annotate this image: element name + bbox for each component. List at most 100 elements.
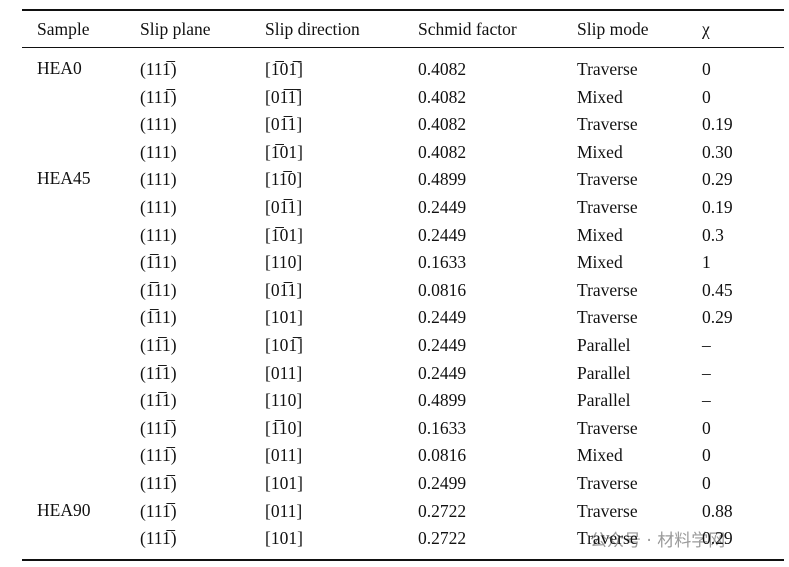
cell: (111̅) <box>140 473 177 493</box>
cell: 0.29 <box>702 307 733 328</box>
cell: Traverse <box>577 169 638 190</box>
cell: (111̅) <box>140 500 177 521</box>
cell: Traverse <box>577 197 638 217</box>
cell: Parallel <box>577 390 631 411</box>
cell: [1̅01] <box>265 141 303 162</box>
cell: 0.30 <box>702 141 733 162</box>
cell: Traverse <box>577 114 638 135</box>
cell: (111̅) <box>140 445 177 466</box>
cell: [011] <box>265 500 303 521</box>
cell: Mixed <box>577 445 623 466</box>
cell: 1 <box>702 252 711 273</box>
cell: [101] <box>265 528 303 549</box>
cell: (1̅11) <box>140 252 177 273</box>
cell: 0.0816 <box>418 445 467 466</box>
cell: 0.1633 <box>418 252 467 273</box>
cell: [01̅1̅] <box>265 86 303 107</box>
cell: (111) <box>140 224 177 245</box>
cell: Parallel <box>577 335 631 355</box>
cell: (11̅1) <box>140 390 177 411</box>
cell: Mixed <box>577 224 623 245</box>
cell: 0.4082 <box>418 59 467 79</box>
cell: Traverse <box>577 417 638 438</box>
header-cell: Slip direction <box>265 19 360 39</box>
cell: Traverse <box>577 528 638 549</box>
header-cell: Sample <box>37 19 90 39</box>
cell: [011] <box>265 362 303 383</box>
cell: 0.1633 <box>418 417 467 438</box>
cell: 0.2449 <box>418 197 467 217</box>
cell: (11̅1) <box>140 335 177 355</box>
header-cell: Schmid factor <box>418 19 517 39</box>
cell: Traverse <box>577 500 638 521</box>
cell: 0.19 <box>702 197 733 217</box>
cell: [110] <box>265 390 303 411</box>
cell: (111̅) <box>140 528 177 549</box>
cell: [011] <box>265 445 303 466</box>
sample-cell: HEA90 <box>37 499 91 520</box>
top-rule <box>22 9 784 11</box>
cell: [01̅1] <box>265 197 303 217</box>
cell: 0.0816 <box>418 279 467 300</box>
cell: [01̅1] <box>265 279 303 300</box>
cell: 0.4082 <box>418 114 467 135</box>
cell: (111̅) <box>140 417 177 438</box>
cell: 0 <box>702 473 711 493</box>
cell: [1̅10] <box>265 417 303 438</box>
cell: Traverse <box>577 59 638 79</box>
cell: 0.2449 <box>418 362 467 383</box>
cell: Mixed <box>577 252 623 273</box>
cell: (111̅) <box>140 86 177 107</box>
cell: (111̅) <box>140 59 177 79</box>
cell: Mixed <box>577 141 623 162</box>
cell: (111) <box>140 197 177 217</box>
cell: Parallel <box>577 362 631 383</box>
cell: (1̅11) <box>140 279 177 300</box>
header-rule <box>22 47 784 48</box>
cell: – <box>702 362 711 383</box>
cell: (1̅11) <box>140 307 177 328</box>
cell: [1̅01] <box>265 224 303 245</box>
sample-cell: HEA0 <box>37 58 82 78</box>
cell: Mixed <box>577 86 623 107</box>
cell: 0.4899 <box>418 169 467 190</box>
cell: [01̅1] <box>265 114 303 135</box>
cell: 0.88 <box>702 500 733 521</box>
cell: 0.2499 <box>418 473 467 493</box>
cell: 0.4082 <box>418 141 467 162</box>
sample-cell: HEA45 <box>37 168 91 189</box>
cell: 0 <box>702 445 711 466</box>
cell: [101̅] <box>265 335 303 355</box>
cell: 0 <box>702 86 711 107</box>
cell: 0.45 <box>702 279 733 300</box>
watermark: 公众号 · 材料学网 <box>590 531 726 551</box>
cell: Traverse <box>577 279 638 300</box>
cell: [11̅0] <box>265 169 303 190</box>
cell: [101] <box>265 473 303 493</box>
cell: 0.2449 <box>418 224 467 245</box>
cell: – <box>702 335 711 355</box>
cell: 0.2449 <box>418 335 467 355</box>
cell: (11̅1) <box>140 362 177 383</box>
cell: 0.2722 <box>418 528 467 549</box>
cell: (111) <box>140 169 177 190</box>
cell: 0.3 <box>702 224 724 245</box>
cell: 0 <box>702 417 711 438</box>
header-cell: Slip mode <box>577 19 649 39</box>
cell: [101] <box>265 307 303 328</box>
cell: [1̅01̅] <box>265 59 303 79</box>
cell: (111) <box>140 141 177 162</box>
bottom-rule <box>22 559 784 561</box>
cell: – <box>702 390 711 411</box>
cell: 0 <box>702 59 711 79</box>
cell: 0.29 <box>702 169 733 190</box>
cell: 0.4899 <box>418 390 467 411</box>
cell: Traverse <box>577 473 638 493</box>
cell: 0.29 <box>702 528 733 549</box>
cell: 0.2449 <box>418 307 467 328</box>
cell: (111) <box>140 114 177 135</box>
header-cell: Slip plane <box>140 19 211 39</box>
cell: 0.19 <box>702 114 733 135</box>
cell: Traverse <box>577 307 638 328</box>
